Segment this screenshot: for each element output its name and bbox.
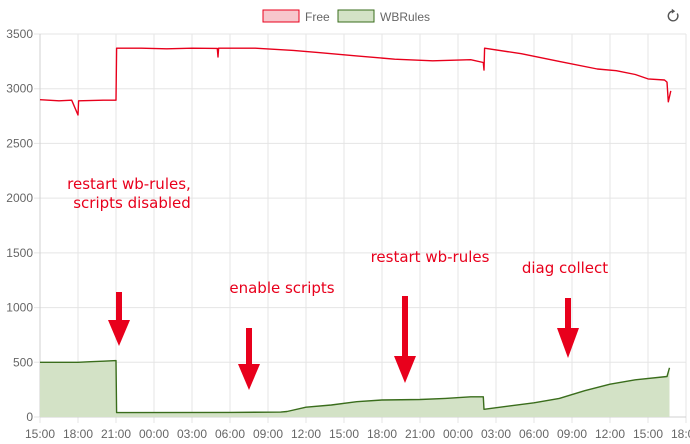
y-tick-label: 2000: [6, 191, 33, 205]
y-axis-tick-labels: 0 500 1000 1500 2000 2500 3000 3500: [6, 27, 33, 424]
annotation-enable-scripts: enable scripts: [229, 279, 334, 297]
x-tick-label: 21:00: [101, 427, 131, 441]
annotation-restart-scripts-disabled-line2: scripts disabled: [73, 194, 191, 212]
x-tick-label: 21:00: [405, 427, 435, 441]
x-tick-label: 06:00: [215, 427, 245, 441]
x-tick-label: 15:00: [633, 427, 663, 441]
x-axis-tick-labels: 15:00 18:00 21:00 00:00 03:00 06:00 09:00 12:00…: [25, 427, 690, 441]
legend: Free WBRules: [262, 9, 430, 24]
legend-swatch-wbrules: [337, 9, 375, 23]
annotation-diag-collect: diag collect: [522, 259, 608, 277]
annotation-arrows: [108, 292, 579, 390]
x-tick-label: 09:00: [557, 427, 587, 441]
y-tick-label: 1000: [6, 301, 33, 315]
arrow-diag-collect: [557, 298, 579, 358]
series-line-free: [39, 47, 672, 116]
legend-label-wbrules: WBRules: [380, 10, 430, 24]
arrow-enable-scripts: [238, 328, 260, 390]
x-tick-label: 18:00: [367, 427, 397, 441]
x-tick-label: 03:00: [177, 427, 207, 441]
x-tick-label: 18:00: [63, 427, 93, 441]
x-tick-label: 12:00: [595, 427, 625, 441]
series-area-wbrules: [40, 360, 670, 417]
x-tick-label: 00:00: [443, 427, 473, 441]
refresh-icon[interactable]: [667, 8, 679, 22]
y-tick-label: 0: [26, 410, 33, 424]
x-tick-label: 15:00: [329, 427, 359, 441]
annotation-restart-wb-rules: restart wb-rules: [371, 248, 490, 266]
annotation-restart-scripts-disabled-line1: restart wb-rules,: [67, 175, 191, 193]
y-tick-label: 3500: [6, 27, 33, 41]
annotations: restart wb-rules, scripts disabled enabl…: [67, 175, 608, 297]
x-tick-label: 06:00: [519, 427, 549, 441]
x-tick-label: 00:00: [139, 427, 169, 441]
legend-label-free: Free: [305, 10, 330, 24]
series-lines: [39, 47, 672, 414]
y-tick-label: 2500: [6, 136, 33, 150]
arrow-restart-wb-rules: [394, 296, 416, 383]
x-tick-label: 18:00: [671, 427, 690, 441]
legend-item-wbrules[interactable]: WBRules: [337, 9, 430, 24]
grid-lines: [34, 33, 687, 423]
y-tick-label: 1500: [6, 246, 33, 260]
x-tick-label: 09:00: [253, 427, 283, 441]
series-areas: [40, 360, 670, 417]
series-line-wbrules: [40, 359, 671, 414]
x-tick-label: 12:00: [291, 427, 321, 441]
legend-item-free[interactable]: Free: [262, 9, 330, 24]
arrow-restart-scripts-disabled: [108, 292, 130, 346]
legend-swatch-free: [262, 9, 300, 23]
y-tick-label: 500: [13, 355, 33, 369]
y-tick-label: 3000: [6, 82, 33, 96]
x-tick-label: 03:00: [481, 427, 511, 441]
x-tick-label: 15:00: [25, 427, 55, 441]
